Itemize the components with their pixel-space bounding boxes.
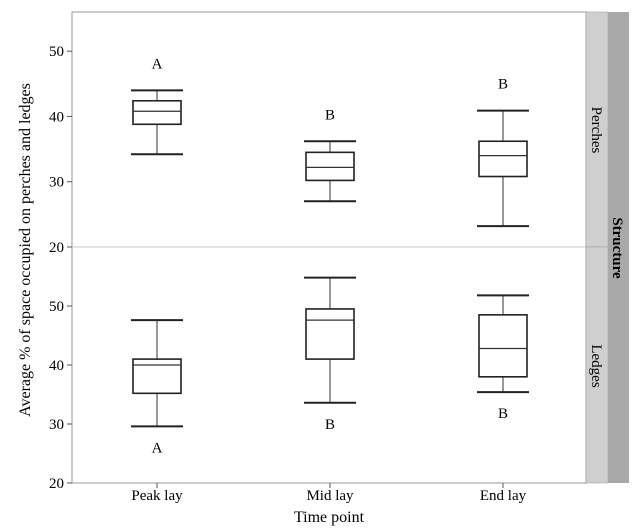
y-tick-label-0-0: 20 — [49, 240, 64, 256]
chart-marks: 20 30 40 50 A B B 20 30 40 50 A B B Peak lay Mid lay End… — [49, 44, 529, 504]
y-tick-label-1-1: 30 — [49, 417, 64, 433]
box-0-1-significance-letter: B — [325, 107, 335, 123]
box-0-1-iqr-box — [305, 151, 355, 182]
y-tick-label-0-2: 40 — [49, 109, 64, 125]
strip-label-perches: Perches — [588, 107, 604, 154]
box-1-1-significance-letter: B — [325, 417, 335, 433]
y-tick-label-0-3: 50 — [49, 44, 64, 60]
x-tick-label-2: End lay — [480, 488, 527, 504]
y-tick-label-0-1: 30 — [49, 175, 64, 191]
box-0-0-iqr-box — [132, 99, 182, 126]
y-axis-title: Average % of space occupied on perches a… — [17, 83, 34, 417]
box-1-1-iqr-box — [305, 308, 355, 360]
x-tick-label-1: Mid lay — [306, 488, 354, 504]
y-tick-label-1-3: 50 — [49, 299, 64, 315]
strip-label-structure: Structure — [609, 217, 625, 279]
box-1-2-significance-letter: B — [498, 406, 508, 422]
box-0-0-significance-letter: A — [152, 56, 163, 72]
x-tick-label-0: Peak lay — [131, 488, 183, 504]
y-tick-label-1-0: 20 — [49, 476, 64, 492]
box-0-2-significance-letter: B — [498, 77, 508, 93]
box-1-0-iqr-box — [132, 358, 182, 395]
y-tick-label-1-2: 40 — [49, 358, 64, 374]
box-1-0-significance-letter: A — [152, 440, 163, 456]
strip-structure — [608, 12, 629, 483]
box-0-2-iqr-box — [478, 140, 528, 178]
strip-label-ledges: Ledges — [588, 344, 604, 387]
x-axis-title: Time point — [294, 509, 365, 526]
box-1-2-iqr-box — [478, 314, 528, 378]
